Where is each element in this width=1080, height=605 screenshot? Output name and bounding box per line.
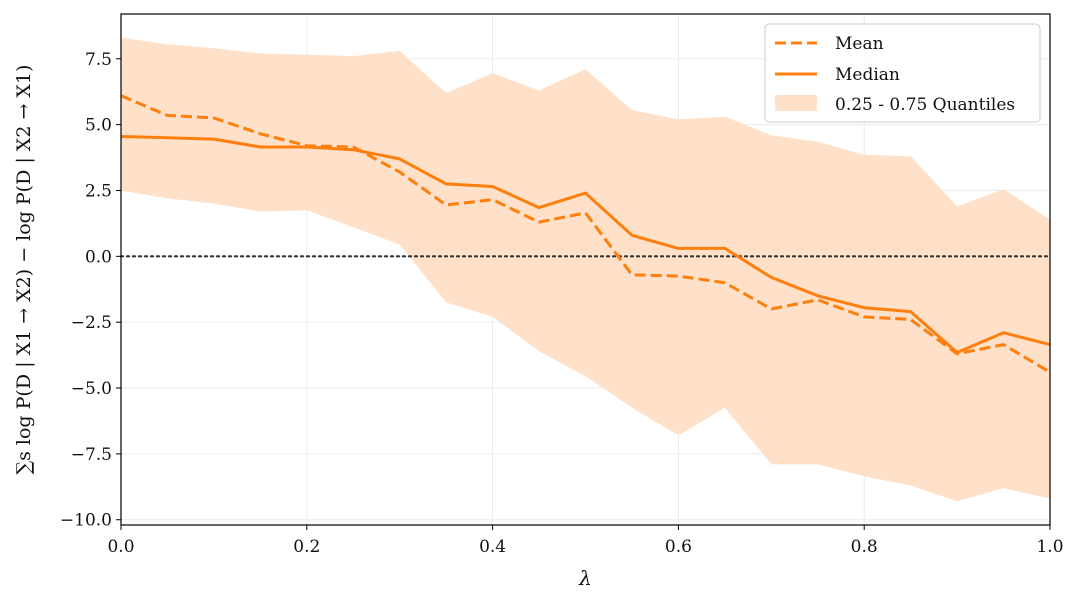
legend-median-label: Median (835, 65, 900, 85)
legend-band-label: 0.25 - 0.75 Quantiles (835, 95, 1015, 115)
y-tick-label: 5.0 (85, 116, 112, 136)
x-tick-label: 0.4 (479, 537, 506, 557)
series-mean-line (120, 94, 1051, 374)
y-tick-label: 2.5 (85, 181, 112, 201)
legend-band-swatch (775, 95, 817, 111)
y-axis-label: ∑s log P(D | X1 → X2) − log P(D | X2 → X… (13, 65, 35, 475)
y-tick-label: −7.5 (71, 445, 112, 465)
x-tick-label: 0.6 (665, 537, 692, 557)
x-tick-label: 0.2 (293, 537, 320, 557)
y-tick-label: 7.5 (85, 50, 112, 70)
legend-mean-label: Mean (835, 34, 884, 54)
quantile-band (121, 37, 1050, 502)
quantile-band-area (121, 37, 1050, 502)
series-median-line (120, 135, 1051, 354)
y-tick-label: −10.0 (60, 511, 112, 531)
x-tick-label: 1.0 (1036, 537, 1063, 557)
series-lines (120, 94, 1051, 374)
axis-ticks: 0.0 0.2 0.4 0.6 0.8 1.0 7.5 5.0 2.5 0.0 −2.5 −5.0 −7… (60, 50, 1064, 557)
x-tick-label: 0.8 (851, 537, 878, 557)
legend-box (764, 23, 1041, 123)
y-tick-label: −2.5 (71, 313, 112, 333)
x-axis-label: λ (578, 566, 592, 590)
y-tick-label: −5.0 (71, 379, 112, 399)
plot-frame (120, 13, 1051, 526)
legend: Mean Median 0.25 - 0.75 Quantiles (764, 23, 1041, 123)
x-tick-label: 0.0 (107, 537, 134, 557)
y-tick-label: 0.0 (85, 247, 112, 267)
